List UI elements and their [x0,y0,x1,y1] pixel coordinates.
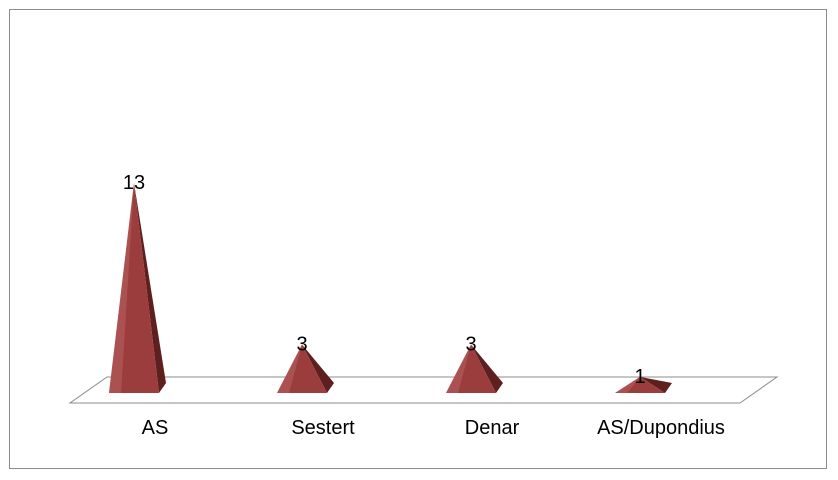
pyramid-front-face [446,344,496,393]
data-label: 13 [123,172,145,194]
pyramid-front-face [615,376,665,393]
pyramid-bar-as [109,183,166,393]
category-label: Sestert [291,417,355,439]
chart-floor [68,376,779,404]
pyramid-bar-sestert [277,344,334,393]
pyramid-highlight [109,183,134,393]
pyramid-highlight [446,344,471,393]
data-label: 3 [296,334,307,356]
pyramid-highlight [277,344,302,393]
pyramid-front-face [109,183,159,393]
pyramid-bar-denar [446,344,503,393]
pyramid-side-face [134,183,166,393]
category-label: AS/Dupondius [597,417,725,439]
pyramid-side-face [640,376,672,393]
pyramid-side-face [471,344,503,393]
pyramid-side-face [302,344,334,393]
pyramid-front-face [277,344,327,393]
category-label: AS [142,417,169,439]
pyramid-highlight [615,376,640,393]
data-label: 3 [465,334,476,356]
data-label: 1 [634,366,645,388]
category-label: Denar [465,417,520,439]
pyramid-bar-as-dupondius [615,376,672,393]
